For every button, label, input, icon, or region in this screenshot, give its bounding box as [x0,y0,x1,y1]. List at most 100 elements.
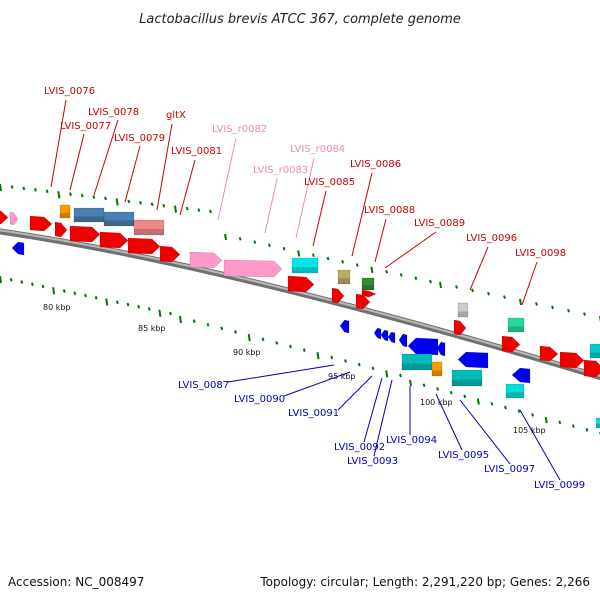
scale-tick [247,333,251,342]
scale-tick [115,198,119,206]
scale-tick [567,308,570,313]
feature-box-teal-shade [508,326,524,332]
callout-line [351,172,373,257]
callout-line [227,364,335,383]
scale-tick [371,366,375,371]
scale-tick [220,326,224,331]
scale-tick [52,287,56,295]
scale-tick [34,188,37,192]
scale-tick [62,289,66,293]
feature-box-teal [507,317,525,333]
scale-tick [169,311,172,316]
scale-tick [127,199,131,204]
forward-gene-arrow [69,225,101,243]
scale-tick [585,427,589,432]
feature-box-cyan-reverse-shade [596,424,600,428]
callout-line [519,409,561,481]
feature-box-green-shade [362,285,374,290]
scale-tick [449,390,453,395]
scale-tick-label: 95 kbp [328,372,356,381]
scale-tick [463,394,467,399]
scale-tick [409,379,412,387]
gene-label-lvis_0081: LVIS_0081 [171,146,222,157]
gene-label-lvis_r0083: LVIS_r0083 [253,165,308,176]
scale-tick [275,341,279,345]
feature-box-cyan-shade [292,267,318,273]
gene-label-lvis_0087: LVIS_0087 [178,380,229,391]
feature-box-cyan-shade [590,352,600,358]
scale-tick [267,243,271,248]
reverse-gene-arrow [339,319,350,334]
feature-box-cyan-reverse [595,417,600,429]
scale-tick-label: 80 kbp [43,303,71,312]
feature-box-salmon-shade [134,229,164,235]
scale-tick [209,209,212,214]
rna-gene-arrow [9,211,19,226]
feature-box-khaki [337,269,351,285]
scale-tick [224,233,227,241]
feature-box-cyan-reverse [505,383,525,399]
forward-gene-arrow [355,293,371,310]
reverse-gene-arrow [407,337,439,356]
scale-tick [289,344,292,349]
callout-line [337,375,373,411]
scale-tick [179,315,182,324]
gene-label-lvis_0085: LVIS_0085 [304,177,355,188]
feature-box-green [361,277,375,291]
gene-label-lvis_0095: LVIS_0095 [438,450,489,461]
feature-box-steelblue-shade [104,220,134,226]
gene-label-lvis_0090: LVIS_0090 [234,394,285,405]
feature-box-cyan [291,257,319,274]
scale-tick [45,189,49,194]
gene-label-lvis_r0082: LVIS_r0082 [212,124,267,135]
scale-tick [192,319,196,323]
scale-tick [9,277,13,282]
scale-tick [455,285,458,289]
scale-tick [10,185,14,189]
scale-tick [238,236,242,241]
gene-label-lvis_0079: LVIS_0079 [114,133,165,144]
scale-tick [399,373,402,378]
scale-tick [544,416,548,424]
reverse-gene-arrow [436,341,446,357]
callout-line [179,159,196,216]
scale-tick-label: 90 kbp [233,348,261,357]
scale-tick [355,263,359,267]
feature-box-orange-shade [60,212,70,218]
scale-tick [471,288,474,293]
callout-line [50,99,67,188]
scale-tick [558,420,562,425]
scale-tick [302,348,306,352]
scale-tick [583,312,586,316]
callout-line [459,399,511,465]
feature-box-grey [457,302,469,318]
gene-label-lvis_0088: LVIS_0088 [364,205,415,216]
callout-line [295,157,315,239]
scale-tick [253,240,257,244]
feature-box-orange [59,204,71,219]
feature-box-cyan-reverse-shade [506,392,524,398]
scale-tick [197,208,201,212]
feature-box-teal-reverse-shade [452,379,482,386]
gene-label-lvis_0094: LVIS_0094 [386,435,437,446]
gene-label-lvis_0089: LVIS_0089 [414,218,465,229]
scale-tick-label: 100 kbp [420,398,453,407]
reverse-gene-arrow [457,351,489,369]
scale-tick [487,291,490,296]
scale-tick [282,246,286,251]
genome-summary-text: Topology: circular; Length: 2,291,220 bp… [259,575,590,589]
scale-tick [439,281,442,289]
callout-line [283,371,351,397]
rna-gene-arrow [223,259,283,278]
scale-tick [41,284,45,289]
gene-label-lvis_0076: LVIS_0076 [44,86,95,97]
scale-tick [504,405,507,410]
callout-line [521,261,538,306]
scale-tick [92,195,96,199]
scale-tick [476,398,480,405]
forward-gene-arrow [559,351,585,369]
callout-line [363,377,383,443]
feature-box-cyan [589,343,600,359]
callout-line [264,178,278,234]
